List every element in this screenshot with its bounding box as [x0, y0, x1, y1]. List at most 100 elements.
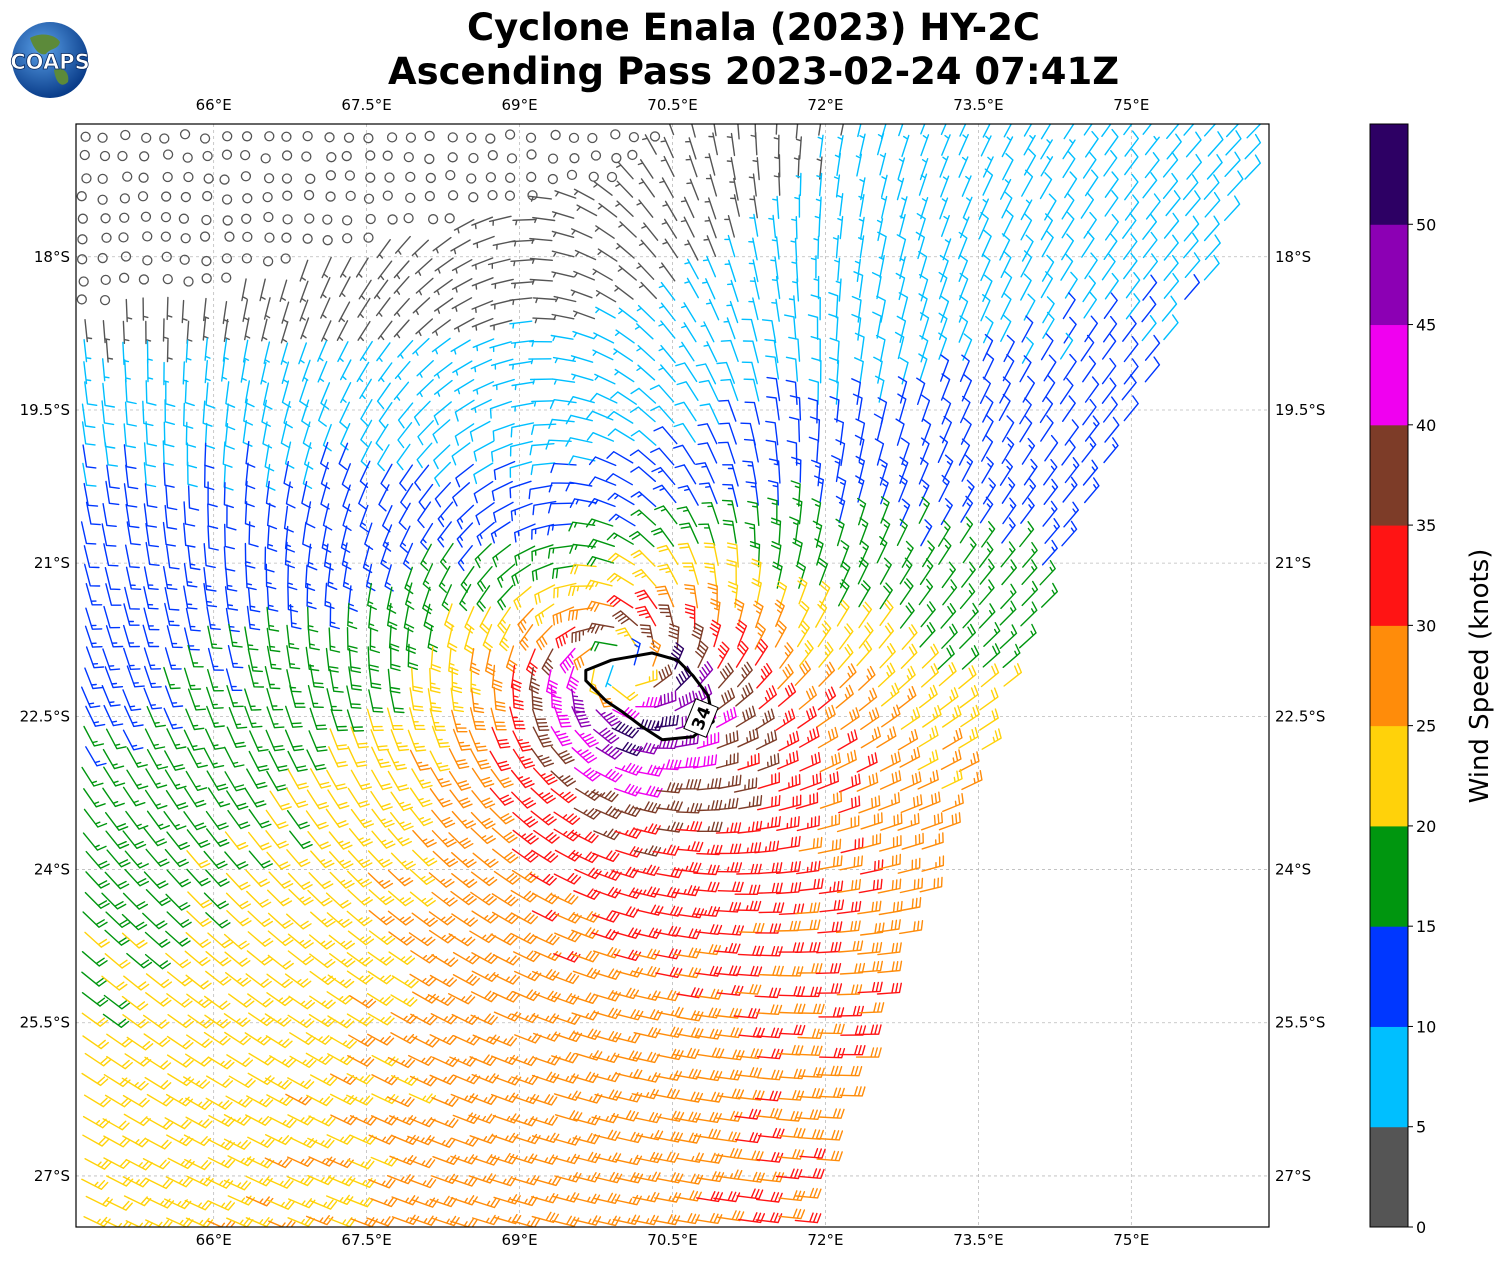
wind-barb [468, 1113, 496, 1124]
wind-barb [300, 317, 310, 340]
wind-barb [857, 942, 883, 955]
wind-barb [715, 822, 742, 834]
wind-barb [326, 769, 348, 791]
wind-barb [471, 216, 494, 230]
wind-barb [999, 624, 1018, 649]
wind-barb [737, 1089, 765, 1101]
wind-barb [307, 1175, 335, 1186]
wind-barb [552, 378, 576, 385]
wind-barb [879, 770, 902, 790]
wind-barb [310, 911, 336, 928]
wind-barb [223, 318, 230, 342]
wind-barb [409, 807, 434, 827]
wind-barb [532, 317, 556, 324]
wind-barb [785, 356, 799, 382]
wind-barb [593, 332, 615, 344]
wind-barb [166, 1054, 194, 1068]
wind-barb [796, 860, 821, 875]
wind-barb [615, 846, 643, 858]
wind-barb [393, 319, 410, 339]
wind-barb [246, 605, 261, 631]
wind-barb [339, 401, 350, 429]
wind-barb [999, 600, 1017, 626]
wind-barb [206, 770, 229, 791]
wind-barb [734, 884, 761, 895]
wind-barb [492, 954, 521, 966]
wind-barb [206, 686, 224, 709]
wind-barb [618, 221, 637, 238]
wind-barb [796, 963, 823, 974]
wind-barb [452, 728, 472, 751]
wind-barb [420, 543, 432, 571]
wind-barb [81, 421, 96, 446]
wind-barb [102, 503, 117, 527]
wind-barb-calm [280, 253, 291, 264]
wind-barb-calm [550, 129, 561, 141]
wind-barb [492, 423, 515, 442]
wind-barb [673, 947, 701, 959]
wind-barb [636, 344, 656, 362]
wind-barb [1224, 195, 1241, 221]
wind-barb [778, 794, 802, 811]
wind-barb [617, 265, 637, 281]
wind-barb [378, 402, 393, 429]
wind-barb-calm [118, 232, 129, 243]
wind-barb [451, 852, 477, 868]
wind-barb [306, 1094, 334, 1107]
wind-barb [736, 863, 762, 875]
wind-barb [204, 422, 216, 449]
wind-barb [809, 416, 821, 443]
wind-barb-calm [201, 273, 212, 284]
wind-barb-calm [487, 150, 498, 161]
wind-barb [1061, 233, 1074, 261]
wind-barb [595, 805, 623, 820]
wind-barb [536, 625, 553, 651]
wind-barb [84, 891, 110, 909]
wind-barb [630, 491, 657, 508]
wind-barb [283, 461, 294, 489]
wind-barb [284, 441, 295, 469]
wind-barb [695, 1212, 723, 1224]
wind-barb [286, 913, 312, 930]
wind-barb [124, 868, 149, 887]
wind-barb [224, 951, 251, 967]
wind-barb [998, 393, 1011, 421]
wind-barb [409, 973, 437, 987]
wind-barb [405, 627, 417, 654]
wind-barb-calm [199, 133, 211, 144]
wind-barb-calm [345, 190, 356, 202]
wind-barb [678, 341, 695, 362]
wind-barb [1041, 254, 1055, 282]
wind-barb [207, 1138, 235, 1151]
wind-barb [264, 1157, 292, 1169]
wind-barb [512, 829, 539, 845]
wind-barb-calm [160, 231, 172, 242]
wind-barb [464, 606, 475, 634]
wind-barb [1080, 334, 1095, 362]
wind-barb [411, 912, 438, 927]
wind-barb [529, 873, 557, 886]
wind-barb [408, 1054, 436, 1066]
wind-barb [451, 1013, 479, 1025]
wind-barb [299, 259, 309, 282]
wind-barb-calm [282, 214, 293, 225]
wind-barb [145, 768, 168, 789]
wind-barb [799, 878, 824, 892]
wind-barb [615, 243, 635, 259]
wind-barb [513, 586, 532, 611]
wind-barb [1043, 478, 1059, 505]
wind-barb [817, 838, 842, 854]
wind-barb [817, 813, 841, 831]
wind-barb [349, 995, 377, 1009]
wind-barb [1142, 213, 1157, 240]
wind-barb [941, 397, 952, 425]
wind-barb [267, 912, 294, 929]
wind-barb [489, 400, 512, 419]
wind-barb [474, 543, 492, 569]
wind-barb [839, 623, 854, 650]
wind-barb-calm [526, 149, 537, 160]
wind-barb [224, 523, 235, 550]
wind-barb [1021, 169, 1034, 197]
wind-barb [856, 1024, 882, 1036]
